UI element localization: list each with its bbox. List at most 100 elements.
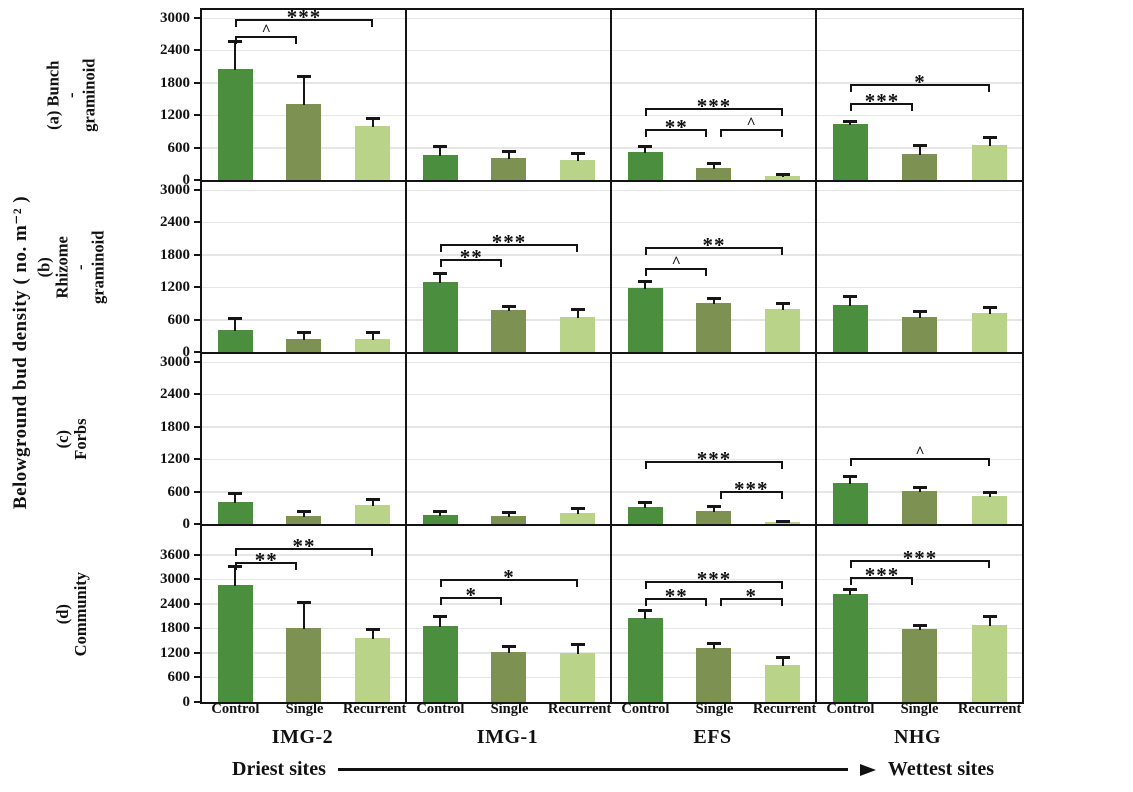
gridline xyxy=(202,221,405,224)
sig-bracket: *** xyxy=(645,448,783,469)
sig-label: ** xyxy=(664,584,688,609)
gridline xyxy=(407,147,610,149)
error-bar-cap xyxy=(706,162,721,165)
error-bar-stem xyxy=(371,332,374,340)
row-label: (d) Community xyxy=(44,526,100,702)
bar-control xyxy=(832,593,868,702)
bar-control xyxy=(422,281,458,352)
gridline xyxy=(612,426,815,428)
gridline xyxy=(407,458,610,461)
error-bar-stem xyxy=(439,616,442,628)
bar-recurrent xyxy=(765,521,801,524)
error-bar-stem xyxy=(507,150,510,159)
error-bar-cap xyxy=(706,641,721,645)
y-tick-mark xyxy=(194,351,202,353)
y-tick-mark xyxy=(194,602,202,605)
error-bar-cap xyxy=(570,307,585,311)
y-tick-label: 1200 xyxy=(160,279,190,296)
bar-recurrent xyxy=(355,504,391,524)
gridline xyxy=(612,82,815,84)
bar-single xyxy=(286,628,321,702)
bar-control xyxy=(422,626,458,702)
error-bar-cap xyxy=(706,504,721,508)
error-bar-stem xyxy=(918,310,921,318)
panel-efs-a: *** ** ^ xyxy=(612,10,817,180)
treatment-label: Single xyxy=(490,701,529,717)
gridline xyxy=(612,17,815,20)
gridline xyxy=(407,627,610,630)
gridline xyxy=(817,189,1022,192)
bar-single xyxy=(286,516,321,524)
error-bar-cap xyxy=(501,149,516,153)
panel-efs-d: *** ** * xyxy=(612,526,817,702)
bar-single xyxy=(491,515,526,524)
gridline xyxy=(202,426,405,428)
gridline xyxy=(202,458,405,461)
error-bar-cap xyxy=(638,500,653,504)
bar-recurrent xyxy=(560,513,596,524)
sig-bracket: *** xyxy=(440,232,578,253)
sig-label: ^ xyxy=(915,443,925,461)
gridline xyxy=(407,426,610,428)
bar-control xyxy=(627,151,663,180)
error-bar-stem xyxy=(371,629,374,640)
bar-single xyxy=(696,647,731,702)
treatment-label: Control xyxy=(211,701,260,717)
panel-img-2-d: ** ** xyxy=(202,526,407,702)
y-tick-mark xyxy=(194,221,202,224)
y-tick-label: 2400 xyxy=(160,595,190,612)
site-label: NHG xyxy=(893,726,942,748)
gridline xyxy=(612,361,815,364)
gridline xyxy=(817,603,1022,605)
error-bar-cap xyxy=(982,135,997,139)
bar-control xyxy=(217,69,253,180)
sig-bracket: * xyxy=(440,567,578,588)
gridline xyxy=(202,578,405,581)
y-tick-mark xyxy=(194,81,202,84)
y-tick-label: 1200 xyxy=(160,451,190,468)
y-tick-mark xyxy=(194,553,202,556)
error-bar-cap xyxy=(365,331,380,335)
gridline xyxy=(612,627,815,630)
panel-nhg-a: * *** xyxy=(817,10,1022,180)
row-label: (a) Bunch -graminoid xyxy=(44,10,100,180)
error-bar-cap xyxy=(843,587,858,591)
bar-recurrent xyxy=(972,625,1008,702)
gridline xyxy=(202,189,405,192)
error-bar-stem xyxy=(849,296,852,306)
sig-bracket: ^ xyxy=(235,22,298,44)
panel-efs-c: *** *** xyxy=(612,354,817,524)
error-bar-stem xyxy=(576,644,579,654)
error-bar-stem xyxy=(507,306,510,312)
panel-row-d: (d) Community 0 600 1200 1800 2400 3000 3600 ** *… xyxy=(53,526,1022,710)
error-bar-cap xyxy=(843,295,858,299)
sig-bracket: *** xyxy=(850,547,990,568)
sig-bracket: *** xyxy=(850,91,914,112)
bar-recurrent xyxy=(560,652,596,702)
panel-row-c: (c) Forbs 0 600 1200 1800 2400 3000 *** *** ^ xyxy=(53,354,1022,532)
gridline xyxy=(817,578,1022,581)
error-bar-cap xyxy=(365,498,380,502)
y-tick-mark xyxy=(194,393,202,396)
sig-bracket: * xyxy=(850,72,990,93)
sig-bracket: *** xyxy=(850,564,914,585)
error-bar-cap xyxy=(775,172,790,176)
gridline xyxy=(817,286,1022,289)
sig-bracket: ** xyxy=(645,117,708,138)
error-bar-stem xyxy=(576,153,579,162)
gridline xyxy=(407,254,610,256)
row-label-text: (c) Forbs xyxy=(52,418,90,460)
y-tick-mark xyxy=(194,458,202,461)
sig-bracket: *** xyxy=(645,95,783,116)
sig-label: * xyxy=(503,565,515,590)
treatment-label: Recurrent xyxy=(957,701,1022,717)
error-bar-stem xyxy=(302,75,305,106)
gridline xyxy=(612,603,815,605)
y-tick-mark xyxy=(194,318,202,321)
error-bar-cap xyxy=(570,152,585,156)
sig-label: *** xyxy=(864,562,900,587)
error-bar-cap xyxy=(501,644,516,648)
y-tick-label: 3000 xyxy=(160,571,190,588)
gridline xyxy=(202,17,405,20)
gridline xyxy=(202,554,405,556)
